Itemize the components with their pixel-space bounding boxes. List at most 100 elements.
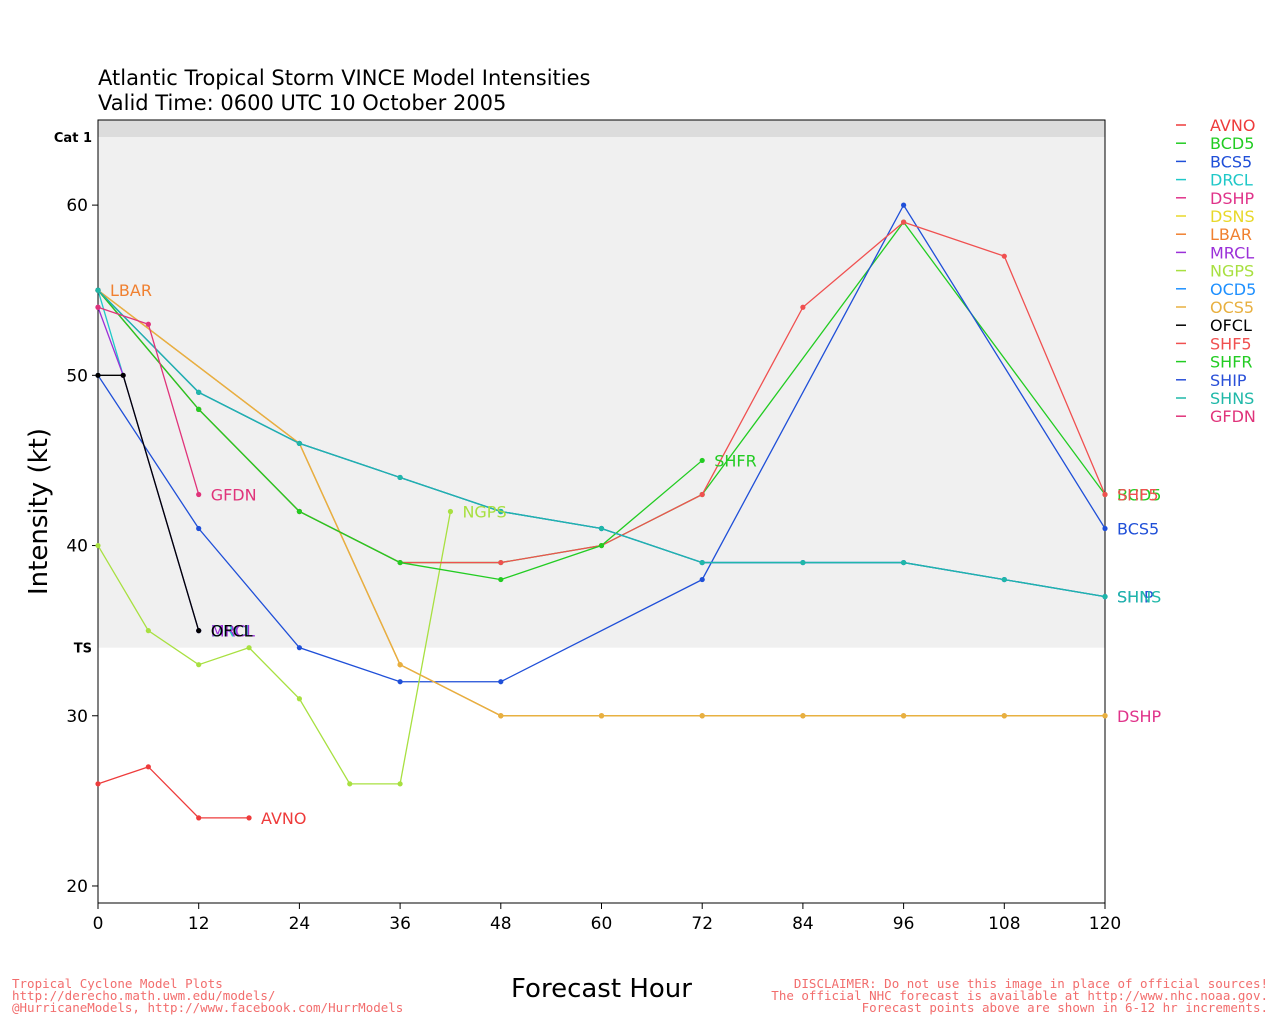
footer-left-line: Tropical Cyclone Model Plots [12, 976, 223, 991]
series-ocs5-point [699, 713, 705, 719]
series-labels: AVNO BCD5 BCS5 DRCL DSHP LBAR MRCL NGPS OFCL SHF5… [110, 281, 1162, 828]
x-tick-label: 48 [490, 914, 512, 934]
series-shns-end-label: SHNS [1117, 588, 1161, 607]
series-ngps-end-label: NGPS [462, 503, 506, 522]
y-axis-label: Intensity (kt) [24, 428, 54, 595]
series-bcs5-end-label: BCS5 [1117, 520, 1159, 539]
series-shfr-point [598, 542, 605, 549]
x-axis-label: Forecast Hour [511, 974, 692, 1004]
series-ngps-point [296, 696, 302, 702]
series-ngps-point [397, 781, 403, 787]
footer-right-line: The official NHC forecast is available a… [771, 988, 1268, 1003]
series-ocs5-line [97, 289, 1105, 717]
legend-entry: AVNO [1210, 116, 1255, 135]
legend-entry: SHFR [1210, 353, 1253, 372]
series-shfr-point [296, 508, 302, 515]
series-shns-point [196, 389, 202, 395]
series-shf5-end-label: SHF5 [1117, 485, 1159, 504]
series-avno-end-label: AVNO [261, 809, 306, 828]
series-drcl-end-label: DRCL [211, 622, 254, 641]
footer-right: DISCLAIMER: Do not use this image in pla… [771, 977, 1268, 1014]
series-shns-point [901, 559, 907, 566]
y-tick-label: 30 [66, 707, 88, 727]
series-ngps-point [95, 542, 101, 549]
legend-entry: GFDN [1210, 407, 1256, 426]
series-shfr-end-label: SHFR [714, 451, 757, 470]
series-shfr-point [397, 559, 403, 566]
series-ocs5-point [498, 713, 504, 719]
series-ofcl-point [95, 372, 101, 378]
series-ofcl-point [120, 372, 126, 378]
series-shf5-point [800, 304, 806, 310]
series-shns-point [296, 440, 302, 447]
series-ngps-point [447, 508, 454, 515]
x-tick-label: 0 [93, 914, 104, 934]
series-bcs5-point [196, 525, 202, 532]
band-label: Cat 1 [54, 131, 92, 146]
legend-entry: SHIP [1210, 371, 1247, 390]
series-shf5-point [901, 219, 907, 225]
series-lines [95, 202, 1108, 821]
series-avno-line [97, 766, 250, 819]
series-shns-point [699, 559, 705, 566]
y-tick-label: 20 [66, 877, 88, 897]
series-bcs5-point [699, 576, 705, 583]
band-cat-1 [98, 120, 1105, 138]
legend: AVNOBCD5BCS5DRCLDSHPDSNSLBARMRCLNGPSOCD5… [1176, 116, 1256, 426]
series-gfdn-point [95, 304, 101, 310]
series-shf5-point [1102, 491, 1108, 498]
series-dshp-end-label: DSHP [1117, 707, 1162, 726]
legend-entry: DRCL [1210, 171, 1253, 190]
series-shfr-point [699, 457, 705, 464]
series-gfdn-point [196, 491, 202, 498]
x-tick-label: 72 [691, 914, 713, 934]
series-shns-point [498, 508, 504, 515]
series-ocs5-point [1102, 713, 1108, 719]
legend-entry: OFCL [1210, 316, 1252, 335]
legend-entry: DSNS [1210, 207, 1255, 226]
x-tick-label: 24 [289, 914, 311, 934]
series-avno-point [246, 815, 252, 821]
series-lbar-end-label: LBAR [110, 281, 152, 300]
series-ocs5-point [397, 662, 403, 668]
x-tick-label: 36 [389, 914, 411, 934]
y-tick-label: 40 [66, 537, 88, 557]
series-bcs5-point [397, 679, 403, 685]
y-tick-label: 50 [66, 366, 88, 386]
intensity-bands: TS Cat 1 [54, 120, 1105, 657]
series-ship-end-label: SHIP [1117, 588, 1154, 607]
series-shf5-point [498, 559, 504, 566]
series-ngps-point [196, 662, 202, 668]
band-ts [98, 137, 1105, 648]
footer-left-line: http://derecho.math.uwm.edu/models/ [12, 988, 276, 1003]
legend-entry: NGPS [1210, 262, 1254, 281]
series-avno-point [196, 815, 202, 821]
series-shns-point [95, 287, 101, 293]
series-shns-point [1001, 576, 1007, 583]
series-gfdn-point [145, 321, 151, 327]
legend-entry: BCD5 [1210, 134, 1254, 153]
legend-entry: OCD5 [1210, 280, 1256, 299]
series-shns-point [397, 474, 403, 481]
legend-entry: OCS5 [1210, 298, 1254, 317]
series-avno-point [145, 764, 151, 770]
x-tick-label: 120 [1089, 914, 1121, 934]
legend-entry: DSHP [1210, 189, 1255, 208]
legend-entry: BCS5 [1210, 152, 1252, 171]
series-bcd5-end-label: BCD5 [1117, 485, 1161, 504]
legend-entry: LBAR [1210, 225, 1252, 244]
series-gfdn-end-label: GFDN [211, 485, 257, 504]
series-shns-point [800, 559, 806, 566]
series-ocs5-point [598, 713, 605, 719]
x-tick-label: 108 [988, 914, 1020, 934]
series-shf5-point [699, 491, 705, 498]
series-bcs5-point [901, 202, 907, 208]
legend-entry: SHNS [1210, 389, 1254, 408]
series-shns-point [598, 525, 605, 532]
series-ofcl-end-label: OFCL [211, 622, 253, 641]
chart-title: Atlantic Tropical Storm VINCE Model Inte… [98, 66, 591, 90]
series-ngps-point [246, 645, 252, 651]
series-ofcl-point [196, 628, 202, 634]
series-ngps-point [347, 781, 353, 787]
